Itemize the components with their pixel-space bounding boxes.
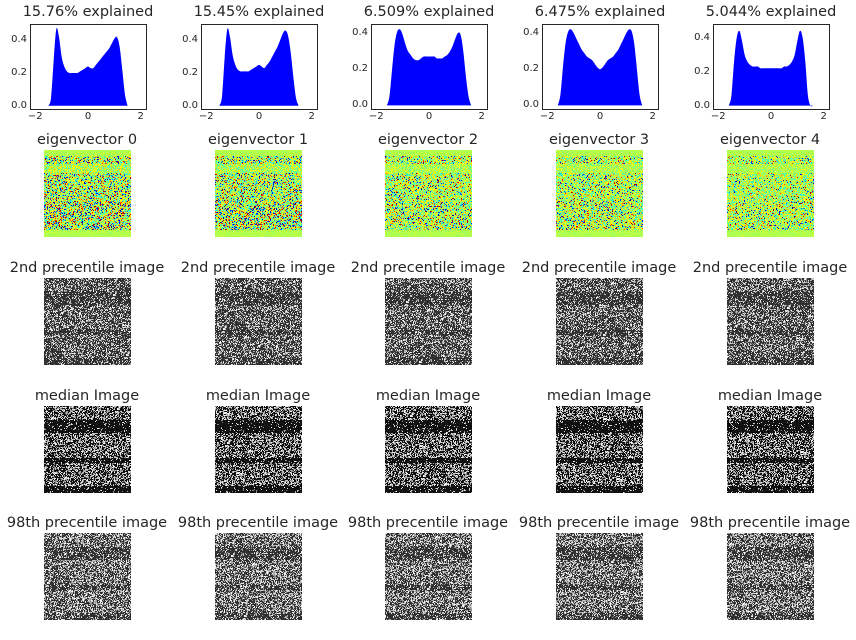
y-tick-label: 0.4 xyxy=(352,27,368,39)
density-area xyxy=(728,30,814,107)
median-image xyxy=(385,406,472,493)
p98-title: 98th precentile image xyxy=(347,515,509,531)
eigenvectors-image xyxy=(385,150,472,237)
x-tick-label: 2 xyxy=(478,111,485,122)
median-title: median Image xyxy=(717,388,823,404)
x-tick-label: 2 xyxy=(649,111,656,122)
x-tick-label: 2 xyxy=(137,111,144,122)
x-tick-label: −2 xyxy=(27,111,43,122)
y-tick-label: 0.0 xyxy=(352,99,368,111)
median-title: median Image xyxy=(205,388,311,404)
x-tick-label: −2 xyxy=(198,111,214,122)
density-plot xyxy=(371,24,488,110)
y-tick-label: 0.4 xyxy=(523,27,539,39)
p2-title: 2nd precentile image xyxy=(9,260,165,276)
density-area xyxy=(386,29,472,106)
p98-title: 98th precentile image xyxy=(6,515,168,531)
p2-title: 2nd precentile image xyxy=(521,260,677,276)
axes-frame xyxy=(30,24,147,110)
p98-image xyxy=(44,533,131,620)
p2-image xyxy=(215,278,302,365)
x-tick-label: 0 xyxy=(425,111,433,122)
p2-title: 2nd precentile image xyxy=(692,260,848,276)
density-plot xyxy=(30,24,147,110)
x-tick-label: −2 xyxy=(539,111,555,122)
axes-frame xyxy=(201,24,318,110)
eigenvectors-image xyxy=(727,150,814,237)
p2-image xyxy=(727,278,814,365)
y-tick-label: 0.0 xyxy=(694,99,710,111)
y-tick-label: 0.2 xyxy=(694,65,710,77)
density-plot xyxy=(542,24,659,110)
density-title: 6.475% explained xyxy=(534,4,666,20)
axes-frame xyxy=(371,24,488,110)
eigenvectors-title: eigenvector 0 xyxy=(36,132,138,148)
y-tick-label: 0.2 xyxy=(11,67,27,79)
density-title: 15.45% explained xyxy=(193,4,325,20)
y-tick-label: 0.2 xyxy=(523,63,539,75)
y-tick-label: 0.2 xyxy=(182,67,198,79)
eigenvectors-title: eigenvector 4 xyxy=(719,132,821,148)
median-image xyxy=(44,406,131,493)
p2-image xyxy=(556,278,643,365)
x-tick-label: 0 xyxy=(767,111,775,122)
p98-title: 98th precentile image xyxy=(518,515,680,531)
median-title: median Image xyxy=(546,388,652,404)
axes-frame xyxy=(713,24,830,110)
eigenvectors-title: eigenvector 1 xyxy=(207,132,309,148)
density-plot xyxy=(201,24,318,110)
y-tick-label: 0.0 xyxy=(182,99,198,111)
x-tick-label: 2 xyxy=(308,111,315,122)
p2-title: 2nd precentile image xyxy=(180,260,336,276)
density-title: 6.509% explained xyxy=(363,4,495,20)
median-image xyxy=(556,406,643,493)
eigenvectors-title: eigenvector 2 xyxy=(377,132,479,148)
p98-title: 98th precentile image xyxy=(177,515,339,531)
y-tick-label: 0.2 xyxy=(352,63,368,75)
x-tick-label: 0 xyxy=(596,111,604,122)
density-area xyxy=(219,28,299,106)
density-area xyxy=(557,29,643,106)
axes-frame xyxy=(542,24,659,110)
p2-image xyxy=(44,278,131,365)
median-image xyxy=(215,406,302,493)
p2-title: 2nd precentile image xyxy=(350,260,506,276)
density-title: 5.044% explained xyxy=(705,4,837,20)
y-tick-label: 0.4 xyxy=(182,34,198,46)
x-tick-label: −2 xyxy=(710,111,726,122)
median-title: median Image xyxy=(34,388,140,404)
density-title: 15.76% explained xyxy=(22,4,154,20)
p98-image xyxy=(556,533,643,620)
x-tick-label: −2 xyxy=(368,111,384,122)
eigenvectors-image xyxy=(44,150,131,237)
p98-image xyxy=(215,533,302,620)
y-tick-label: 0.4 xyxy=(11,34,27,46)
x-tick-label: 0 xyxy=(84,111,92,122)
eigenvectors-image xyxy=(556,150,643,237)
median-image xyxy=(727,406,814,493)
y-tick-label: 0.0 xyxy=(523,99,539,111)
density-plot xyxy=(713,24,830,110)
x-tick-label: 2 xyxy=(820,111,827,122)
median-title: median Image xyxy=(375,388,481,404)
p98-image xyxy=(727,533,814,620)
y-tick-label: 0.4 xyxy=(694,31,710,43)
density-area xyxy=(48,27,128,106)
p98-title: 98th precentile image xyxy=(689,515,851,531)
p2-image xyxy=(385,278,472,365)
p98-image xyxy=(385,533,472,620)
eigenvectors-title: eigenvector 3 xyxy=(548,132,650,148)
x-tick-label: 0 xyxy=(255,111,263,122)
eigenvectors-image xyxy=(215,150,302,237)
y-tick-label: 0.0 xyxy=(11,99,27,111)
